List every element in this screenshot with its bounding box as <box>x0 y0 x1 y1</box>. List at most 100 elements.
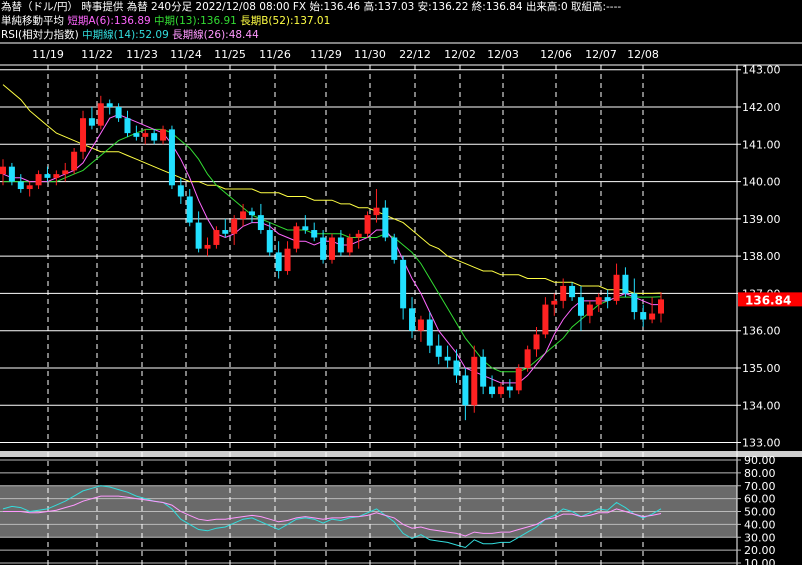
candle-body <box>426 319 433 346</box>
candle <box>355 230 362 249</box>
candle <box>284 241 291 275</box>
candle <box>80 110 87 160</box>
candle <box>364 211 371 238</box>
candle <box>569 282 576 301</box>
candle-body <box>8 166 15 182</box>
candle <box>391 233 398 264</box>
candle <box>26 181 33 197</box>
candle-body <box>506 386 513 391</box>
candle <box>275 241 282 279</box>
candle-body <box>257 215 264 231</box>
candle-body <box>44 174 51 178</box>
rsi-tick-label: 60.00 <box>744 493 776 506</box>
candle <box>560 278 567 309</box>
date-tick-label: 11/29 <box>310 48 342 61</box>
candle <box>658 292 664 323</box>
candle <box>631 278 638 320</box>
rsi-tick-label: 20.00 <box>744 544 776 557</box>
candle <box>542 297 549 339</box>
candle-body <box>382 207 389 238</box>
chart-info-line: 為替（ドル/円） 時事提供 為替 240分足 2022/12/08 08:00 … <box>1 0 621 14</box>
candle-body <box>320 237 327 260</box>
candle <box>71 148 78 175</box>
candle-body <box>515 367 522 391</box>
candle-body <box>622 274 629 294</box>
candle <box>435 334 442 365</box>
candle <box>106 99 113 115</box>
candle <box>266 222 273 257</box>
candle <box>213 226 220 249</box>
rsi-title: RSI(相対力指数) <box>1 29 79 41</box>
candle-body <box>168 129 175 186</box>
ma-legend: 単純移動平均 短期A(6):136.89 中期(13):136.91 長期B(5… <box>1 14 330 28</box>
candle-body <box>400 259 407 309</box>
rsi-tick-label: 10.00 <box>744 557 776 565</box>
date-tick-label: 12/03 <box>487 48 519 61</box>
candle-body <box>391 237 398 260</box>
candle <box>604 289 611 309</box>
candle <box>62 162 69 182</box>
panel-separator <box>0 451 802 457</box>
candle <box>462 367 469 421</box>
candle-body <box>151 133 158 141</box>
candle <box>97 95 104 130</box>
candle-body <box>364 215 371 234</box>
date-tick-label: 11/30 <box>354 48 386 61</box>
candle-body <box>222 230 229 234</box>
price-tick-label: 143.00 <box>742 64 781 77</box>
candle <box>302 215 309 234</box>
date-tick-label: 11/26 <box>259 48 291 61</box>
candle-body <box>266 230 273 253</box>
rsi-mid-label: 中期線(14):52.09 <box>82 29 169 41</box>
candle-body <box>453 360 460 376</box>
current-price-label: 136.84 <box>745 293 791 307</box>
candle <box>240 203 247 227</box>
date-tick-label: 11/23 <box>126 48 158 61</box>
candle-body <box>293 226 300 249</box>
candle <box>577 285 584 331</box>
candle-body <box>346 237 353 253</box>
candle-body <box>106 103 113 108</box>
date-axis: 11/19 11/22 11/23 11/24 11/25 11/26 11/29 11/30… <box>32 48 659 61</box>
current-price-marker: 136.84 <box>738 292 802 307</box>
rsi-long-label: 長期線(26):48.44 <box>172 29 259 41</box>
candle-body <box>195 222 202 249</box>
candle <box>586 300 593 324</box>
candle-body <box>551 300 558 305</box>
ma-long-label: 長期B(52):137.01 <box>240 15 331 27</box>
candle-body <box>177 185 184 197</box>
candle <box>533 326 540 357</box>
candle-body <box>311 230 318 238</box>
candle <box>400 256 407 320</box>
candle <box>426 312 433 354</box>
candle <box>133 125 140 141</box>
price-tick-label: 139.00 <box>742 213 781 226</box>
candle <box>222 218 229 238</box>
date-tick-label: 11/25 <box>214 48 246 61</box>
chart-info-text: 為替（ドル/円） 時事提供 為替 240分足 2022/12/08 08:00 … <box>1 1 622 13</box>
candle-body <box>462 375 469 406</box>
date-tick-label: 11/24 <box>170 48 202 61</box>
candle <box>293 222 300 253</box>
candle-body <box>160 129 167 141</box>
candle <box>640 304 647 327</box>
candle-body <box>204 244 211 249</box>
candle <box>497 382 504 398</box>
candle <box>613 263 620 305</box>
candle-body <box>97 103 104 126</box>
candle-body <box>240 211 247 219</box>
date-tick-label: 22/12 <box>399 48 431 61</box>
candle <box>480 349 487 395</box>
candle-body <box>35 174 42 186</box>
candle <box>649 297 656 324</box>
candle-body <box>355 233 362 238</box>
candle <box>231 215 238 245</box>
rsi-tick-label: 90.00 <box>744 454 776 467</box>
candle-body <box>489 386 496 395</box>
candle <box>204 237 211 257</box>
candle <box>524 345 531 372</box>
candle <box>595 293 602 313</box>
candle-body <box>542 304 549 335</box>
date-tick-label: 12/07 <box>585 48 617 61</box>
